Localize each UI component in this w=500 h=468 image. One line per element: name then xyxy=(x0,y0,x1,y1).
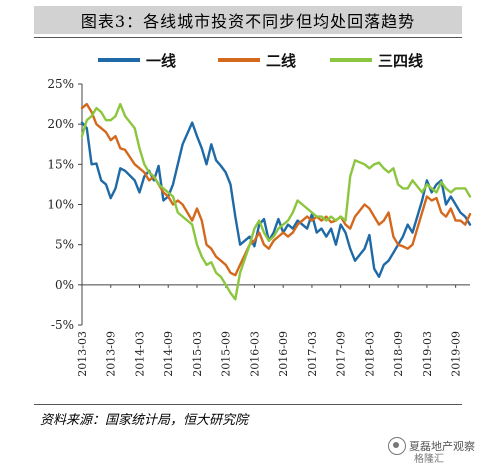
y-tick-label: 25% xyxy=(47,77,74,91)
x-tick-label: 2017-09 xyxy=(335,331,348,377)
x-tick-label: 2018-03 xyxy=(363,331,376,377)
x-tick-label: 2015-03 xyxy=(191,331,204,377)
legend-label: 三四线 xyxy=(378,52,423,70)
wechat-icon xyxy=(388,437,406,455)
y-tick-label: 5% xyxy=(55,238,74,252)
x-tick-label: 2016-09 xyxy=(277,331,290,377)
x-tick-label: 2013-03 xyxy=(76,331,89,377)
y-tick-label: 15% xyxy=(47,157,74,171)
x-tick-label: 2013-09 xyxy=(105,331,118,377)
watermark-text: 夏磊地产观察 xyxy=(409,440,475,453)
x-tick-label: 2019-03 xyxy=(421,331,434,377)
source-note: 资料来源：国家统计局，恒大研究院 xyxy=(40,413,249,428)
chart-title: 图表3：各线城市投资不同步但均处回落趋势 xyxy=(34,6,462,34)
x-tick-label: 2018-09 xyxy=(392,331,405,377)
legend-label: 二线 xyxy=(266,52,296,70)
x-tick-label: 2016-03 xyxy=(248,331,261,377)
title-rule xyxy=(34,37,462,38)
x-tick-label: 2019-09 xyxy=(450,331,463,377)
y-tick-label: -5% xyxy=(51,318,74,332)
y-tick-label: 10% xyxy=(47,198,74,212)
x-tick-label: 2014-03 xyxy=(133,331,146,377)
x-tick-label: 2017-03 xyxy=(306,331,319,377)
legend-label: 一线 xyxy=(146,52,176,70)
y-tick-label: 20% xyxy=(47,117,74,131)
x-tick-label: 2014-09 xyxy=(162,331,175,377)
series-line-三四线 xyxy=(80,102,472,301)
series-line-二线 xyxy=(80,102,472,277)
x-tick-label: 2015-09 xyxy=(220,331,233,377)
watermark: 夏磊地产观察 格隆汇 xyxy=(388,437,475,465)
source-rule xyxy=(34,404,462,405)
series-line-一线 xyxy=(80,121,472,278)
y-tick-label: 0% xyxy=(55,278,74,292)
watermark-sub: 格隆汇 xyxy=(414,454,444,465)
